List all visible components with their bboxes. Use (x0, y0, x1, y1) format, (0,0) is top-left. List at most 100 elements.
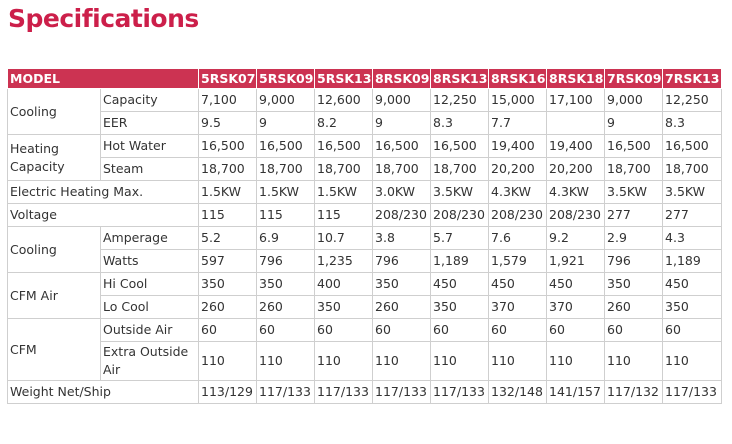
table-cell: 18,700 (198, 157, 258, 181)
table-row-eer: EER 9.5 9 8.2 9 8.3 7.7 9 8.3 (8, 111, 723, 135)
table-cell: 8.2 (314, 111, 374, 135)
table-cell: 60 (430, 318, 490, 342)
table-cell: 18,700 (256, 157, 316, 181)
table-cell: 370 (488, 295, 548, 319)
table-cell: 16,500 (198, 134, 258, 158)
table-cell: 141/157 (546, 380, 606, 404)
table-cell: 796 (604, 249, 664, 273)
table-cell: 3.0KW (372, 180, 432, 204)
table-cell: 350 (198, 272, 258, 296)
table-cell: 16,500 (256, 134, 316, 158)
table-cell: 350 (604, 272, 664, 296)
group-label-cfm: CFM (7, 318, 101, 381)
group-label-weight: Weight Net/Ship (6, 380, 200, 404)
table-header-row: MODEL 5RSK07 5RSK09 5RSK13 8RSK09 8RSK13… (6, 68, 723, 89)
table-row-hot-water: Heating Capacity Hot Water 16,500 16,500… (7, 134, 723, 181)
table-cell: 450 (546, 272, 606, 296)
table-cell: 9 (372, 111, 432, 135)
row-label-capacity: Capacity (99, 88, 200, 112)
table-cell: 7,100 (198, 88, 258, 112)
table-cell: 1.5KW (314, 180, 374, 204)
table-cell: 60 (662, 318, 723, 342)
row-label-extra-outside-air: Extra Outside Air (99, 341, 200, 381)
row-label-amperage: Amperage (99, 226, 200, 250)
table-row-electric-heating: Electric Heating Max. 1.5KW 1.5KW 1.5KW … (6, 180, 723, 204)
table-cell: 10.7 (314, 226, 374, 250)
header-model-7rsk13: 7RSK13 (662, 68, 723, 89)
table-cell: 110 (372, 341, 432, 381)
table-cell: 9,000 (372, 88, 432, 112)
table-cell: 6.9 (256, 226, 316, 250)
table-cell: 16,500 (662, 134, 723, 158)
table-cell: 277 (604, 203, 664, 227)
table-cell: 796 (256, 249, 316, 273)
table-cell: 110 (198, 341, 258, 381)
table-cell: 9,000 (256, 88, 316, 112)
group-label-voltage: Voltage (6, 203, 200, 227)
table-cell: 18,700 (604, 157, 664, 181)
table-cell: 113/129 (198, 380, 258, 404)
table-row-voltage: Voltage 115 115 115 208/230 208/230 208/… (6, 203, 723, 227)
table-cell: 117/133 (430, 380, 490, 404)
table-cell: 8.3 (662, 111, 723, 135)
table-cell: 350 (430, 295, 490, 319)
table-cell: 18,700 (372, 157, 432, 181)
row-label-watts: Watts (99, 249, 200, 273)
table-cell: 350 (372, 272, 432, 296)
table-cell: 60 (604, 318, 664, 342)
header-model: MODEL (6, 68, 200, 89)
table-row-extra-outside-air: Extra Outside Air 110 110 110 110 110 11… (8, 341, 723, 381)
header-model-8rsk09: 8RSK09 (372, 68, 432, 89)
header-model-5rsk07: 5RSK07 (198, 68, 258, 89)
table-cell: 18,700 (314, 157, 374, 181)
table-cell: 450 (488, 272, 548, 296)
row-label-eer: EER (99, 111, 200, 135)
table-cell: 110 (604, 341, 664, 381)
table-cell: 208/230 (430, 203, 490, 227)
table-cell: 16,500 (314, 134, 374, 158)
table-cell: 260 (372, 295, 432, 319)
table-cell: 117/132 (604, 380, 664, 404)
table-cell: 60 (546, 318, 606, 342)
group-label-cooling: Cooling (7, 88, 101, 135)
table-cell: 12,250 (430, 88, 490, 112)
table-cell: 450 (662, 272, 723, 296)
group-label-cooling-electrical: Cooling (7, 226, 101, 273)
table-cell: 260 (604, 295, 664, 319)
table-cell: 9 (256, 111, 316, 135)
table-cell: 117/133 (256, 380, 316, 404)
header-model-5rsk09: 5RSK09 (256, 68, 316, 89)
table-cell: 597 (198, 249, 258, 273)
table-cell: 1,189 (662, 249, 723, 273)
table-row-capacity: Cooling Capacity 7,100 9,000 12,600 9,00… (7, 88, 723, 135)
table-cell: 208/230 (546, 203, 606, 227)
table-cell: 60 (314, 318, 374, 342)
table-cell: 132/148 (488, 380, 548, 404)
table-cell: 1,921 (546, 249, 606, 273)
table-cell: 1,235 (314, 249, 374, 273)
table-cell: 110 (662, 341, 723, 381)
table-cell: 350 (314, 295, 374, 319)
table-cell: 20,200 (488, 157, 548, 181)
table-cell: 19,400 (488, 134, 548, 158)
header-model-8rsk13: 8RSK13 (430, 68, 490, 89)
table-row-amperage: Cooling Amperage 5.2 6.9 10.7 3.8 5.7 7.… (7, 226, 723, 273)
table-cell: 117/133 (372, 380, 432, 404)
table-cell: 3.8 (372, 226, 432, 250)
table-row-watts: Watts 597 796 1,235 796 1,189 1,579 1,92… (8, 249, 723, 273)
table-cell: 12,600 (314, 88, 374, 112)
table-cell: 60 (198, 318, 258, 342)
table-cell: 110 (546, 341, 606, 381)
table-cell: 1.5KW (256, 180, 316, 204)
table-cell: 110 (430, 341, 490, 381)
table-cell: 7.7 (488, 111, 548, 135)
table-cell: 20,200 (546, 157, 606, 181)
table-cell: 19,400 (546, 134, 606, 158)
table-cell: 9,000 (604, 88, 664, 112)
table-cell: 9.2 (546, 226, 606, 250)
table-cell: 16,500 (604, 134, 664, 158)
table-cell: 60 (256, 318, 316, 342)
table-cell: 110 (488, 341, 548, 381)
table-row-lo-cool: Lo Cool 260 260 350 260 350 370 370 260 … (8, 295, 723, 319)
table-cell: 4.3 (662, 226, 723, 250)
